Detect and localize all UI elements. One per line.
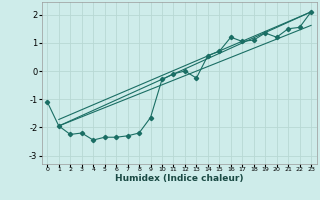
X-axis label: Humidex (Indice chaleur): Humidex (Indice chaleur) (115, 174, 244, 183)
